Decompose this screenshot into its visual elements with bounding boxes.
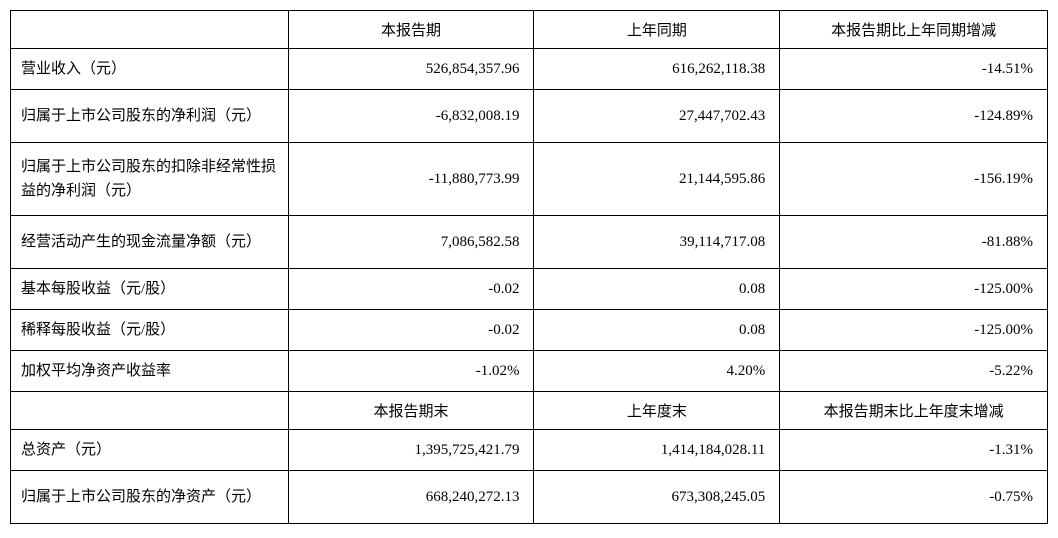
row-value-change: -0.75%: [780, 471, 1048, 524]
header-prior-period: 上年同期: [534, 11, 780, 49]
table-row: 基本每股收益（元/股） -0.02 0.08 -125.00%: [11, 269, 1048, 310]
row-value-prior: 27,447,702.43: [534, 90, 780, 143]
row-label: 营业收入（元）: [11, 49, 289, 90]
table-row: 归属于上市公司股东的净利润（元） -6,832,008.19 27,447,70…: [11, 90, 1048, 143]
row-value-prior: 616,262,118.38: [534, 49, 780, 90]
row-label: 经营活动产生的现金流量净额（元）: [11, 216, 289, 269]
table-row: 归属于上市公司股东的净资产（元） 668,240,272.13 673,308,…: [11, 471, 1048, 524]
row-value-prior: 4.20%: [534, 351, 780, 392]
header-change: 本报告期比上年同期增减: [780, 11, 1048, 49]
row-value-prior: 39,114,717.08: [534, 216, 780, 269]
row-value-current: 668,240,272.13: [288, 471, 534, 524]
row-value-current: 526,854,357.96: [288, 49, 534, 90]
row-value-current: 7,086,582.58: [288, 216, 534, 269]
header-change-end: 本报告期末比上年度末增减: [780, 392, 1048, 430]
header-row-1: 本报告期 上年同期 本报告期比上年同期增减: [11, 11, 1048, 49]
row-value-prior: 1,414,184,028.11: [534, 430, 780, 471]
row-label: 稀释每股收益（元/股）: [11, 310, 289, 351]
row-value-current: -0.02: [288, 269, 534, 310]
row-value-change: -5.22%: [780, 351, 1048, 392]
table-row: 稀释每股收益（元/股） -0.02 0.08 -125.00%: [11, 310, 1048, 351]
header-prior-end: 上年度末: [534, 392, 780, 430]
table-row: 营业收入（元） 526,854,357.96 616,262,118.38 -1…: [11, 49, 1048, 90]
row-value-prior: 0.08: [534, 310, 780, 351]
header-blank-2: [11, 392, 289, 430]
row-value-current: 1,395,725,421.79: [288, 430, 534, 471]
table-row: 总资产（元） 1,395,725,421.79 1,414,184,028.11…: [11, 430, 1048, 471]
row-value-change: -125.00%: [780, 269, 1048, 310]
row-value-current: -11,880,773.99: [288, 143, 534, 216]
row-value-change: -1.31%: [780, 430, 1048, 471]
table-row: 经营活动产生的现金流量净额（元） 7,086,582.58 39,114,717…: [11, 216, 1048, 269]
row-value-current: -6,832,008.19: [288, 90, 534, 143]
row-label: 总资产（元）: [11, 430, 289, 471]
row-label: 归属于上市公司股东的净资产（元）: [11, 471, 289, 524]
row-value-change: -81.88%: [780, 216, 1048, 269]
row-label: 归属于上市公司股东的净利润（元）: [11, 90, 289, 143]
table-row: 归属于上市公司股东的扣除非经常性损益的净利润（元） -11,880,773.99…: [11, 143, 1048, 216]
row-value-change: -124.89%: [780, 90, 1048, 143]
row-value-prior: 21,144,595.86: [534, 143, 780, 216]
row-value-prior: 673,308,245.05: [534, 471, 780, 524]
row-value-prior: 0.08: [534, 269, 780, 310]
header-current-period: 本报告期: [288, 11, 534, 49]
header-row-2: 本报告期末 上年度末 本报告期末比上年度末增减: [11, 392, 1048, 430]
table-row: 加权平均净资产收益率 -1.02% 4.20% -5.22%: [11, 351, 1048, 392]
row-value-change: -156.19%: [780, 143, 1048, 216]
row-value-change: -14.51%: [780, 49, 1048, 90]
row-value-current: -0.02: [288, 310, 534, 351]
row-value-change: -125.00%: [780, 310, 1048, 351]
header-current-end: 本报告期末: [288, 392, 534, 430]
row-label: 基本每股收益（元/股）: [11, 269, 289, 310]
financial-table: 本报告期 上年同期 本报告期比上年同期增减 营业收入（元） 526,854,35…: [10, 10, 1048, 524]
header-blank-1: [11, 11, 289, 49]
row-value-current: -1.02%: [288, 351, 534, 392]
row-label: 加权平均净资产收益率: [11, 351, 289, 392]
row-label: 归属于上市公司股东的扣除非经常性损益的净利润（元）: [11, 143, 289, 216]
